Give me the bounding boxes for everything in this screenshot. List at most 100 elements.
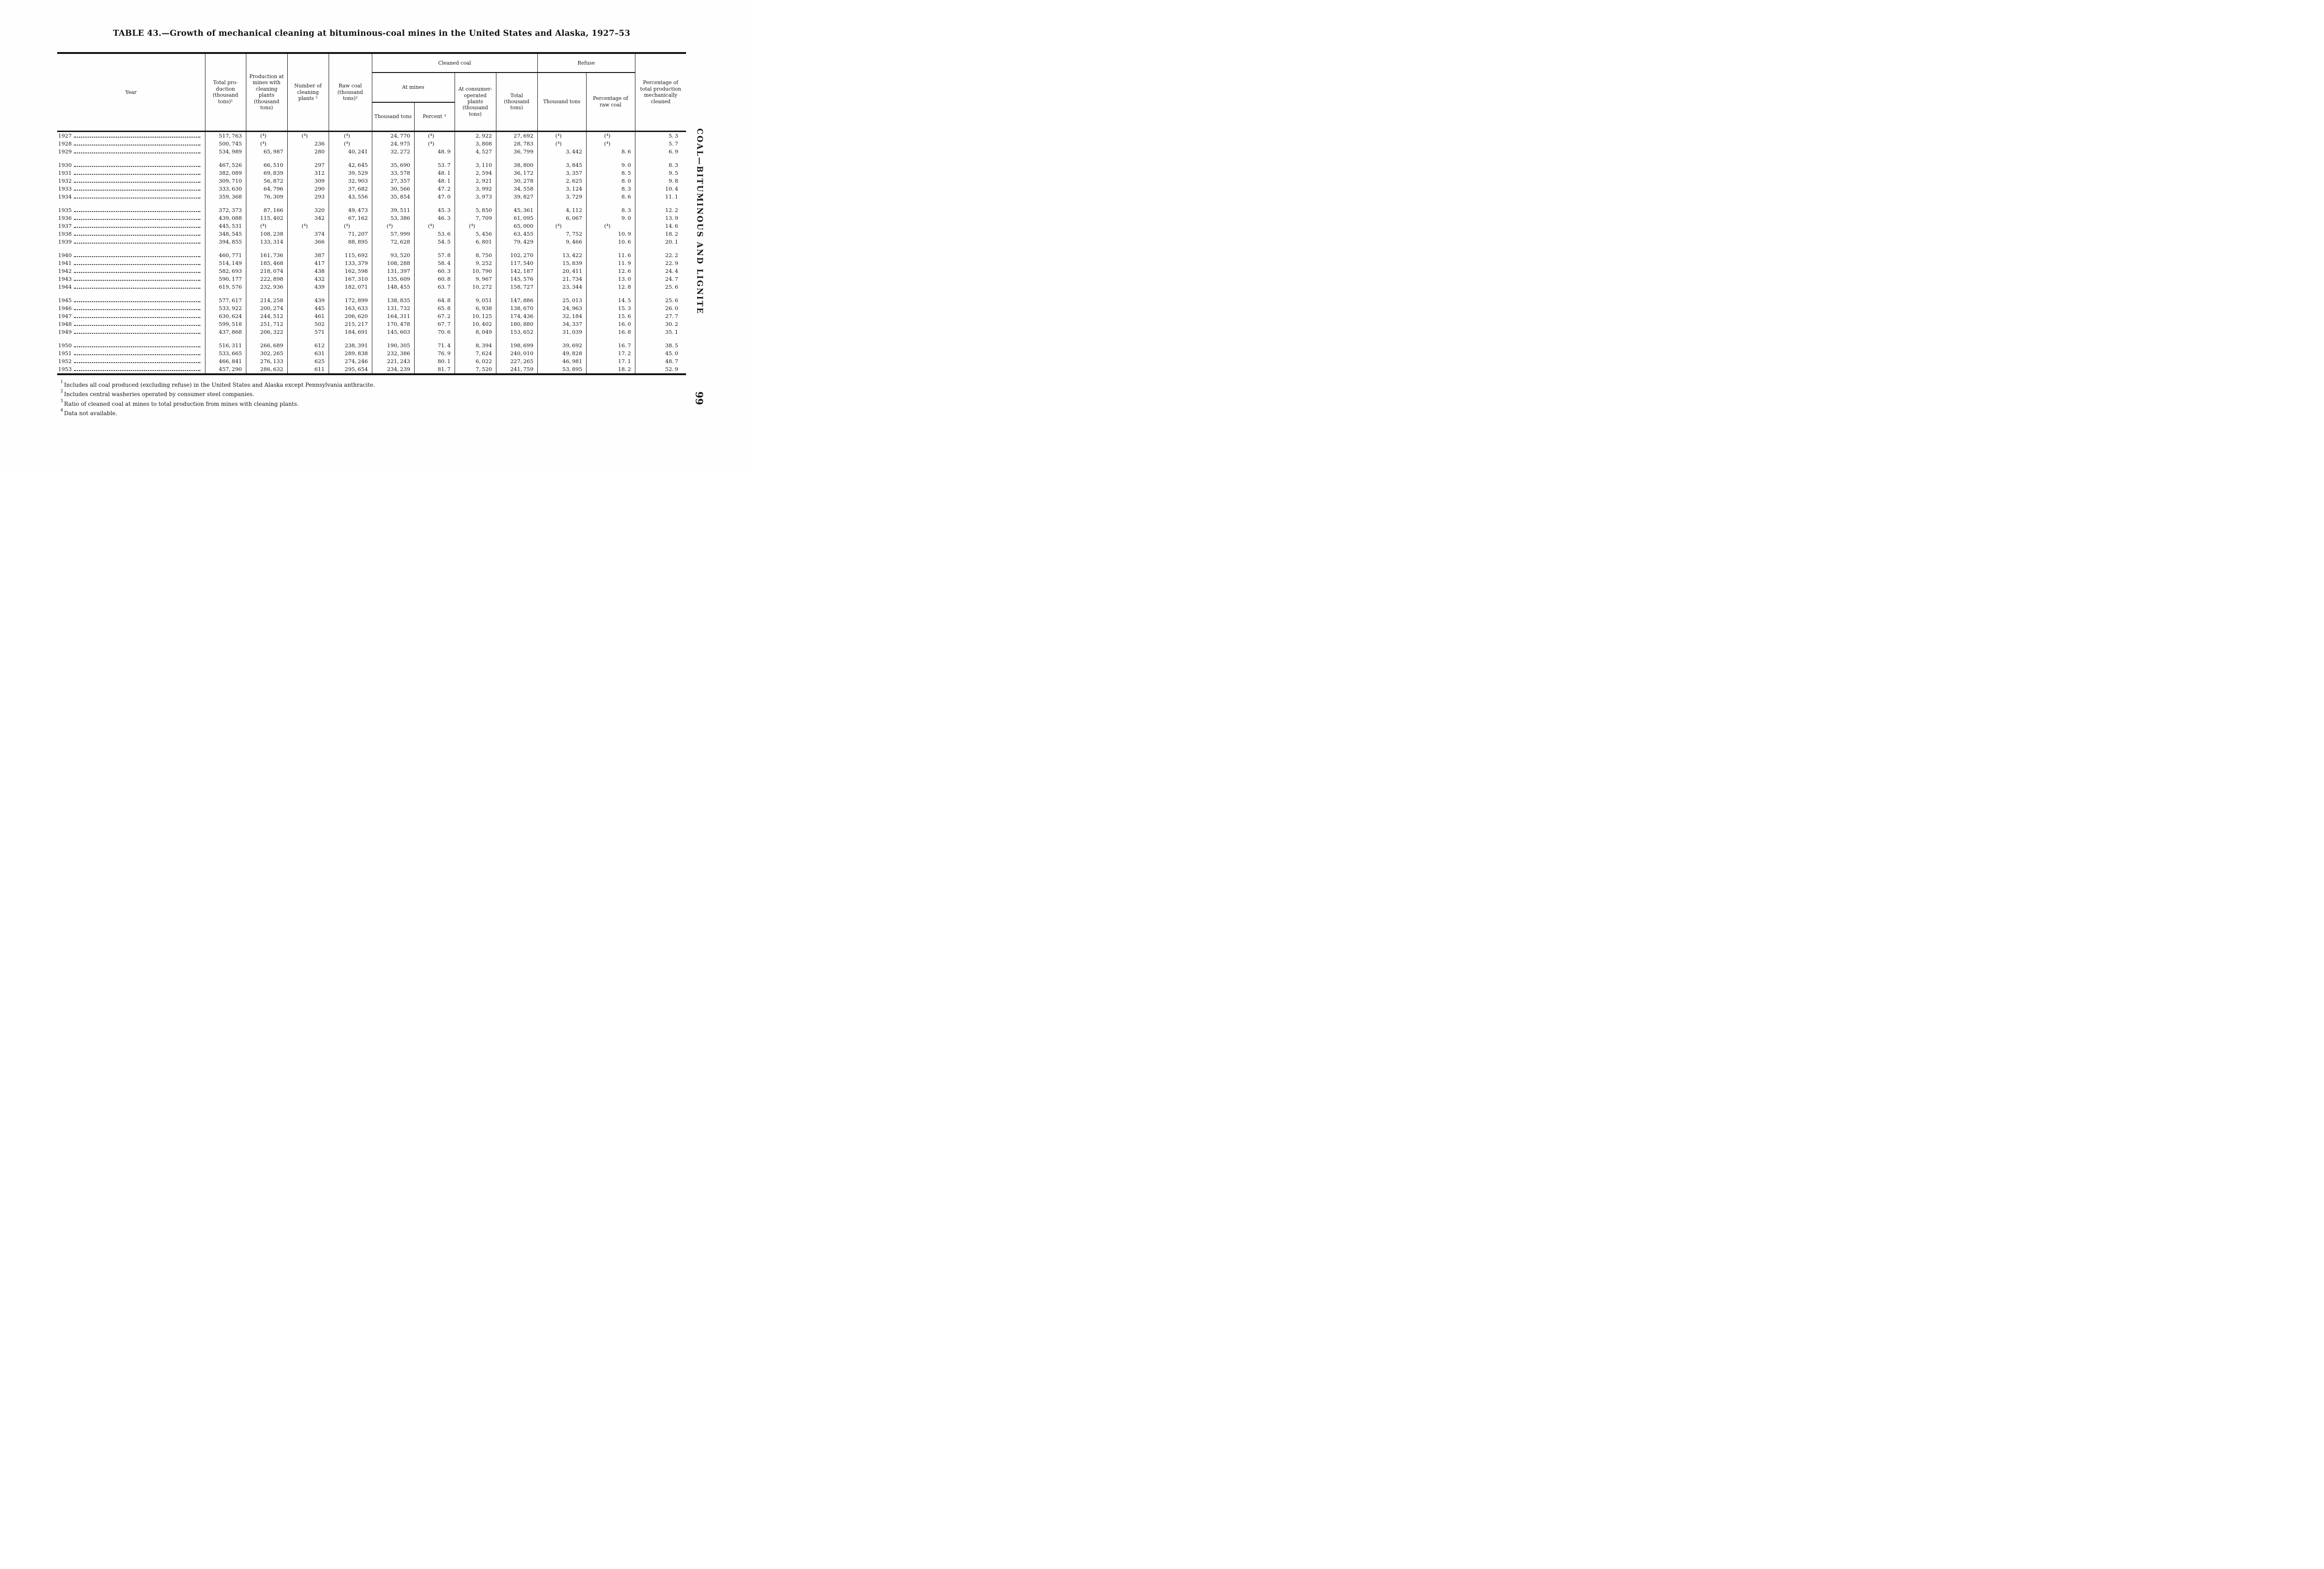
cell-refuse-thousand-tons: 6, 067 bbox=[537, 214, 587, 222]
cell-percent-total-mechanically-cleaned: 12. 2 bbox=[634, 206, 687, 214]
cell-year: 1941 bbox=[57, 259, 205, 267]
cell-cleaned-at-consumer-plants: 10, 272 bbox=[454, 283, 496, 291]
cell-percent-total-mechanically-cleaned: 10. 4 bbox=[634, 185, 687, 193]
cell-cleaned-at-mines-thousand-tons: 190, 305 bbox=[371, 341, 414, 350]
cell-refuse-percent-raw-coal: 10. 6 bbox=[586, 238, 635, 246]
cell-year: 1943 bbox=[57, 275, 205, 283]
cell-production-at-mines: 87, 166 bbox=[245, 206, 287, 214]
cell-raw-coal: 32, 903 bbox=[328, 177, 372, 185]
cell-refuse-thousand-tons: 3, 845 bbox=[537, 161, 587, 169]
cell-cleaned-at-mines-thousand-tons: 170, 478 bbox=[371, 320, 414, 328]
cell-production-at-mines: 214, 258 bbox=[245, 296, 287, 305]
cell-cleaned-at-mines-percent: 47. 0 bbox=[414, 192, 455, 201]
header-row-1: Year Total pro­duction (thousand tons)¹ … bbox=[57, 53, 687, 131]
cell-year: 1929 bbox=[57, 148, 205, 156]
cell-cleaned-at-consumer-plants: 3, 973 bbox=[454, 192, 496, 201]
cell-cleaned-total: 198, 699 bbox=[495, 341, 538, 350]
cell-raw-coal: 238, 391 bbox=[328, 341, 372, 350]
cell-year: 1949 bbox=[57, 328, 205, 336]
data-table: Year Total pro­duction (thousand tons)¹ … bbox=[57, 52, 687, 375]
cell-number-of-plants: 571 bbox=[287, 328, 329, 336]
cell-cleaned-at-consumer-plants: 6, 938 bbox=[454, 304, 496, 312]
cell-refuse-percent-raw-coal: (⁴) bbox=[586, 139, 635, 148]
cell-total-production: 467, 526 bbox=[205, 161, 246, 169]
dotted-leader bbox=[74, 301, 200, 302]
table-row: 1937 445, 531 (⁴) (⁴) (⁴) (⁴) (⁴) (⁴) 65, 000 (⁴)… bbox=[57, 222, 687, 230]
cell-cleaned-at-mines-thousand-tons: 108, 288 bbox=[371, 259, 414, 267]
cell-cleaned-at-mines-thousand-tons: 39, 511 bbox=[371, 206, 414, 214]
cell-number-of-plants: 290 bbox=[287, 185, 329, 193]
table-row: 1948 599, 518 251, 712 502 215, 217 170, 478 6… bbox=[57, 320, 687, 328]
dotted-leader bbox=[74, 264, 200, 265]
table-row: 1929 534, 989 65, 987 280 40, 241 32, 272 48. … bbox=[57, 147, 687, 156]
table-row: 1947 630, 624 244, 512 461 206, 620 164, 311 6… bbox=[57, 312, 687, 320]
cell-cleaned-at-mines-thousand-tons: 148, 455 bbox=[371, 283, 414, 291]
cell-raw-coal: 88, 895 bbox=[328, 238, 372, 246]
cell-refuse-percent-raw-coal: 14. 5 bbox=[586, 296, 635, 305]
header-year: Year bbox=[125, 89, 137, 95]
cell-percent-total-mechanically-cleaned: 24. 4 bbox=[634, 267, 687, 275]
cell-number-of-plants: 297 bbox=[287, 161, 329, 169]
cell-cleaned-at-consumer-plants: 5, 456 bbox=[454, 230, 496, 238]
cell-cleaned-total: 34, 558 bbox=[495, 185, 538, 193]
cell-cleaned-at-mines-percent: 58. 4 bbox=[414, 259, 455, 267]
dotted-leader bbox=[74, 211, 200, 212]
cell-production-at-mines: 232, 936 bbox=[245, 283, 287, 291]
cell-year: 1945 bbox=[57, 297, 205, 305]
cell-cleaned-total: 227, 265 bbox=[495, 357, 538, 365]
cell-cleaned-at-mines-thousand-tons: (⁴) bbox=[371, 222, 414, 230]
cell-production-at-mines: 108, 238 bbox=[245, 230, 287, 238]
cell-number-of-plants: 439 bbox=[287, 283, 329, 291]
table-row: 1939 394, 855 133, 314 366 88, 895 72, 628 54.… bbox=[57, 238, 687, 246]
cell-year: 1939 bbox=[57, 238, 205, 246]
cell-refuse-thousand-tons: 25, 013 bbox=[537, 296, 587, 305]
cell-refuse-thousand-tons: 21, 734 bbox=[537, 275, 587, 283]
cell-cleaned-total: 61, 095 bbox=[495, 214, 538, 222]
cell-production-at-mines: 56, 872 bbox=[245, 177, 287, 185]
cell-cleaned-at-mines-thousand-tons: 232, 386 bbox=[371, 349, 414, 357]
cell-refuse-thousand-tons: 49, 828 bbox=[537, 349, 587, 357]
cell-cleaned-at-consumer-plants: 6, 801 bbox=[454, 238, 496, 246]
cell-total-production: 359, 368 bbox=[205, 192, 246, 201]
cell-percent-total-mechanically-cleaned: 24. 7 bbox=[634, 275, 687, 283]
cell-total-production: 466, 841 bbox=[205, 357, 246, 365]
dotted-leader bbox=[74, 256, 200, 257]
cell-number-of-plants: 612 bbox=[287, 341, 329, 350]
cell-year: 1944 bbox=[57, 283, 205, 291]
table-row: 1944 619, 576 232, 936 439 182, 071 148, 455 6… bbox=[57, 283, 687, 291]
cell-cleaned-at-mines-percent: 48. 1 bbox=[414, 169, 455, 177]
cell-year: 1952 bbox=[57, 357, 205, 365]
cell-cleaned-total: 79, 429 bbox=[495, 238, 538, 246]
cell-cleaned-at-mines-thousand-tons: 32, 272 bbox=[371, 147, 414, 156]
dotted-leader bbox=[74, 362, 200, 363]
cell-year: 1942 bbox=[57, 267, 205, 275]
cell-cleaned-at-consumer-plants: 4, 527 bbox=[454, 147, 496, 156]
header-refuse: Refuse bbox=[537, 53, 635, 73]
page-number: 99 bbox=[693, 391, 705, 405]
table-row: 1941 514, 149 185, 468 417 133, 379 108, 288 5… bbox=[57, 259, 687, 267]
group-spacer-row bbox=[57, 155, 687, 161]
cell-cleaned-total: 28, 783 bbox=[495, 139, 538, 148]
cell-cleaned-at-mines-thousand-tons: 93, 520 bbox=[371, 251, 414, 259]
cell-refuse-percent-raw-coal: 8. 6 bbox=[586, 147, 635, 156]
cell-percent-total-mechanically-cleaned: 14. 6 bbox=[634, 222, 687, 230]
dotted-leader bbox=[74, 182, 200, 183]
cell-percent-total-mechanically-cleaned: 6. 9 bbox=[634, 147, 687, 156]
cell-cleaned-at-mines-thousand-tons: 234, 239 bbox=[371, 365, 414, 374]
cell-raw-coal: 39, 529 bbox=[328, 169, 372, 177]
cell-cleaned-at-mines-percent: 54. 5 bbox=[414, 238, 455, 246]
cell-cleaned-total: 45, 361 bbox=[495, 206, 538, 214]
cell-cleaned-at-mines-percent: (⁴) bbox=[414, 222, 455, 230]
cell-percent-total-mechanically-cleaned: 25. 6 bbox=[634, 283, 687, 291]
footnote-1-marker: 1 bbox=[60, 379, 63, 384]
header-pct-total-cleaned: Percentage of total production mechanic­… bbox=[634, 53, 687, 131]
cell-production-at-mines: (⁴) bbox=[245, 139, 287, 148]
cell-cleaned-total: 65, 000 bbox=[495, 222, 538, 230]
cell-year: 1953 bbox=[57, 365, 205, 374]
cell-production-at-mines: 115, 402 bbox=[245, 214, 287, 222]
cell-raw-coal: 42, 645 bbox=[328, 161, 372, 169]
cell-year: 1928 bbox=[57, 140, 205, 148]
cell-cleaned-at-mines-thousand-tons: 33, 578 bbox=[371, 169, 414, 177]
dotted-leader bbox=[74, 370, 200, 371]
footnotes: 1 Includes all coal produced (excluding r… bbox=[60, 380, 590, 418]
